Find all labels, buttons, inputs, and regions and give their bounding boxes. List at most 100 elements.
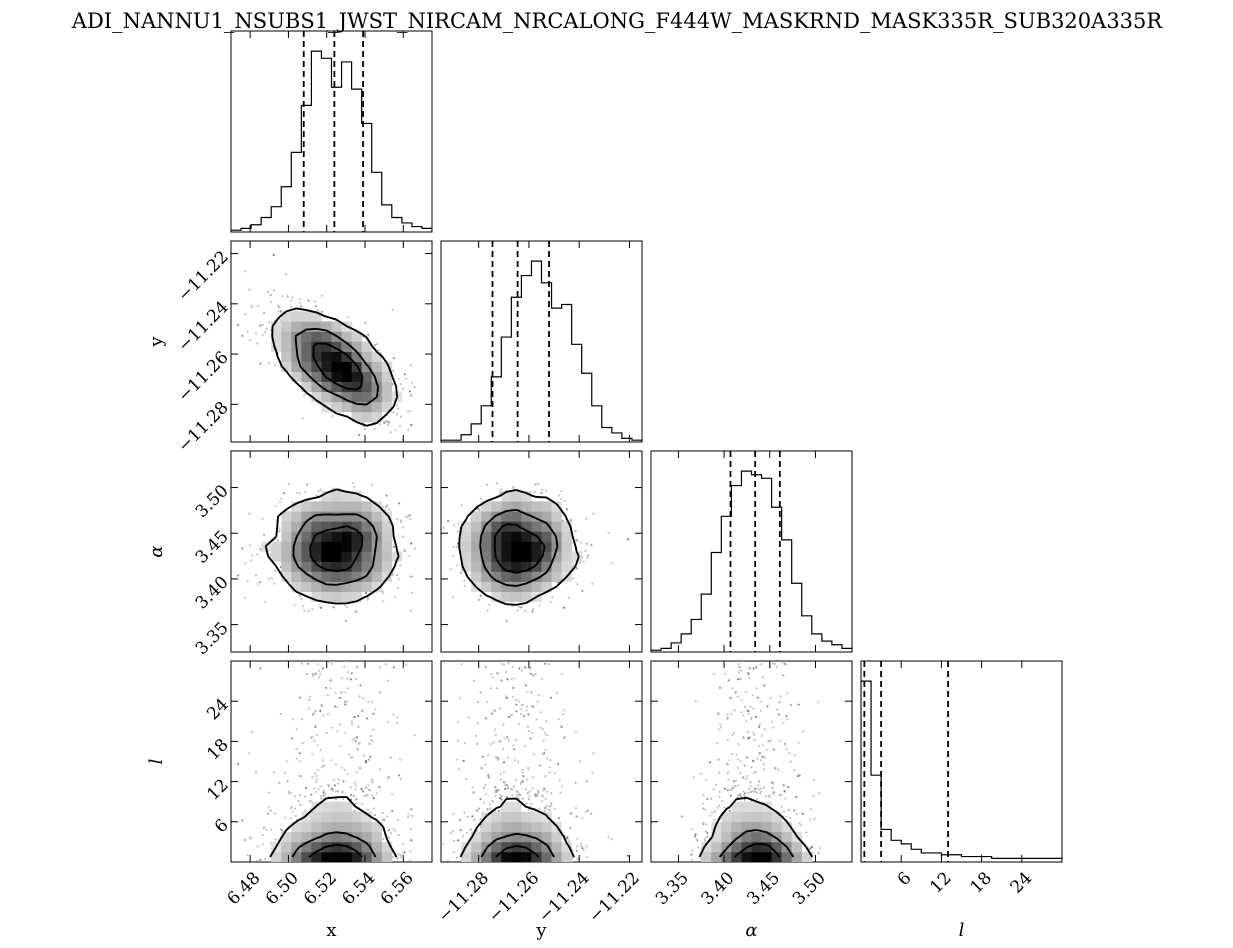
sample-point [298, 760, 301, 763]
sample-point [345, 661, 348, 663]
sample-point [569, 519, 573, 522]
sample-point [371, 739, 374, 742]
sample-point [349, 786, 352, 789]
sample-point [451, 596, 454, 599]
sample-point [398, 502, 401, 505]
sample-point [354, 788, 357, 791]
sample-point [399, 415, 402, 418]
density-cell [311, 361, 322, 372]
density-cell [551, 501, 562, 512]
sample-point [294, 807, 297, 810]
density-cell [311, 501, 322, 512]
panel-frame [230, 240, 433, 443]
density-cell [311, 571, 322, 582]
density-cell [341, 531, 352, 542]
sample-point [364, 321, 367, 324]
corner-panels [230, 30, 1063, 863]
density-cell [361, 541, 372, 552]
sample-point [355, 798, 358, 801]
sample-point [312, 713, 315, 716]
density-cell [371, 541, 383, 552]
density-cell [341, 551, 352, 562]
density-cell [321, 501, 332, 512]
density-cell [351, 401, 362, 413]
sample-point [272, 771, 276, 774]
density-cell [281, 331, 292, 342]
density-cell [351, 541, 362, 552]
sample-point [399, 758, 402, 761]
density-cell [491, 561, 502, 572]
density-cell [351, 521, 362, 532]
sample-point [316, 733, 319, 737]
density-cell [361, 501, 372, 512]
density-cell [461, 561, 472, 572]
density-cell [511, 541, 522, 552]
sample-point [549, 600, 553, 603]
sample-point [311, 753, 314, 756]
sample-point [413, 733, 416, 737]
density-cells [271, 311, 403, 423]
density-cell [501, 491, 512, 502]
sample-point [318, 676, 321, 679]
density-cell [541, 561, 552, 572]
sample-point [565, 508, 569, 511]
density-cell [531, 541, 542, 552]
sample-point [449, 568, 452, 571]
sample-point [300, 597, 303, 601]
density-cell [331, 541, 342, 552]
density-cell [321, 511, 332, 522]
sample-point [274, 838, 277, 841]
density-cell [501, 541, 512, 552]
density-cell [361, 401, 372, 413]
sample-point [277, 304, 280, 307]
density-cell [301, 371, 312, 382]
density-cell [521, 581, 532, 592]
density-cell [351, 571, 362, 582]
density-cell [511, 511, 522, 522]
sample-point [272, 582, 276, 585]
sample-point [386, 679, 390, 682]
panel-0-0 [230, 30, 433, 233]
density-cell [361, 581, 372, 592]
sample-point [250, 304, 253, 307]
sample-point [259, 581, 262, 584]
sample-point [381, 818, 384, 821]
sample-point [355, 677, 358, 681]
sample-point [290, 792, 293, 795]
panel-frame [440, 240, 643, 443]
density-cell [551, 521, 562, 532]
density-cell [501, 591, 512, 603]
density-cell [331, 381, 342, 393]
sample-point [455, 545, 458, 548]
sample-point [237, 763, 240, 766]
density-cell [381, 541, 393, 552]
density-cell [351, 581, 362, 592]
sample-point [347, 753, 351, 756]
sample-point [511, 605, 514, 608]
sample-point [256, 859, 259, 862]
density-cell [291, 361, 302, 372]
density-cell [521, 541, 532, 552]
density-cell [311, 541, 322, 552]
density-cell [571, 551, 582, 562]
sample-point [267, 806, 270, 809]
sample-point [499, 491, 502, 494]
density-cell [361, 361, 372, 372]
sample-point [346, 316, 349, 319]
sample-point [590, 544, 593, 547]
density-cell [361, 511, 372, 522]
density-cell [491, 571, 502, 582]
density-cell [541, 511, 552, 522]
density-cell [511, 551, 522, 562]
sample-point [320, 294, 324, 297]
sample-point [586, 554, 590, 557]
density-cell [271, 321, 282, 332]
density-cell [511, 581, 522, 592]
panel-3-0 [230, 660, 433, 863]
sample-point [322, 794, 325, 797]
density-cell [351, 371, 362, 382]
sample-point [396, 818, 400, 822]
sample-point [579, 541, 583, 544]
sample-point [592, 512, 595, 515]
sample-point [293, 604, 296, 607]
